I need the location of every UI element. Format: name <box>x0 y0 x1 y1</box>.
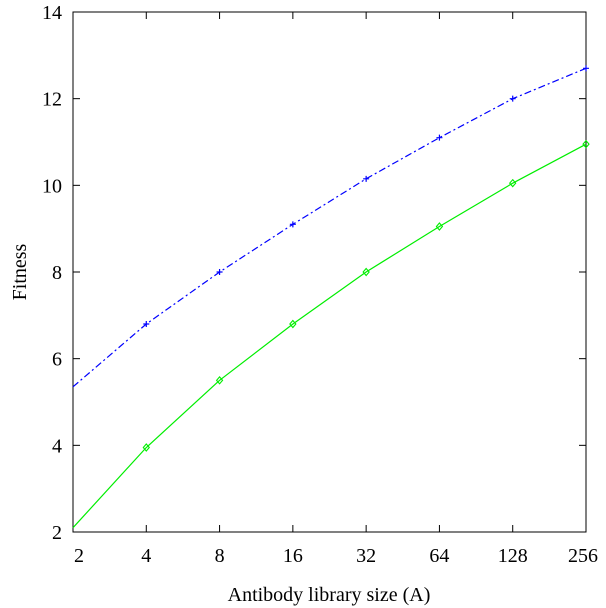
x-tick-label: 256 <box>568 545 598 567</box>
series-2-point <box>508 178 517 188</box>
series-2-point <box>142 443 151 452</box>
plot-frame <box>72 11 587 533</box>
series-2-point <box>215 375 224 385</box>
series-1-point <box>216 269 223 275</box>
x-tick-label: 8 <box>215 545 225 567</box>
y-tick-label: 6 <box>52 349 62 371</box>
y-tick-label: 10 <box>42 175 62 197</box>
y-tick-label: 12 <box>42 89 62 111</box>
y-axis-title: Fitness <box>9 243 31 300</box>
x-tick-label: 2 <box>74 545 84 567</box>
series-2-point <box>435 222 444 231</box>
y-tick-label: 4 <box>52 435 62 457</box>
y-tick-label: 8 <box>52 262 62 284</box>
series-2-point <box>362 267 370 277</box>
x-tick-label: 4 <box>141 545 151 567</box>
x-tick-label: 16 <box>283 545 303 567</box>
series-2-point <box>289 319 297 329</box>
series-1-point <box>143 321 150 327</box>
y-tick-label: 2 <box>52 522 62 544</box>
series-1-line <box>72 67 587 388</box>
y-ticks: 2 4 6 8 10 12 14 <box>42 2 586 544</box>
series-1-point <box>289 221 296 228</box>
x-tick-label: 32 <box>356 545 376 567</box>
series-1-point <box>363 175 370 182</box>
series-2-point <box>582 139 590 149</box>
series-1-point <box>509 95 516 102</box>
series-layer <box>72 65 590 529</box>
series-1-point <box>583 65 589 72</box>
x-tick-label: 128 <box>498 545 528 567</box>
x-axis-title: Antibody library size (A) <box>228 584 431 606</box>
x-ticks: 2 4 8 16 32 64 128 256 <box>72 12 598 567</box>
series-1-point <box>436 134 443 141</box>
x-tick-label: 64 <box>429 545 449 567</box>
y-tick-label: 14 <box>42 2 62 24</box>
series-2-line <box>72 143 587 529</box>
